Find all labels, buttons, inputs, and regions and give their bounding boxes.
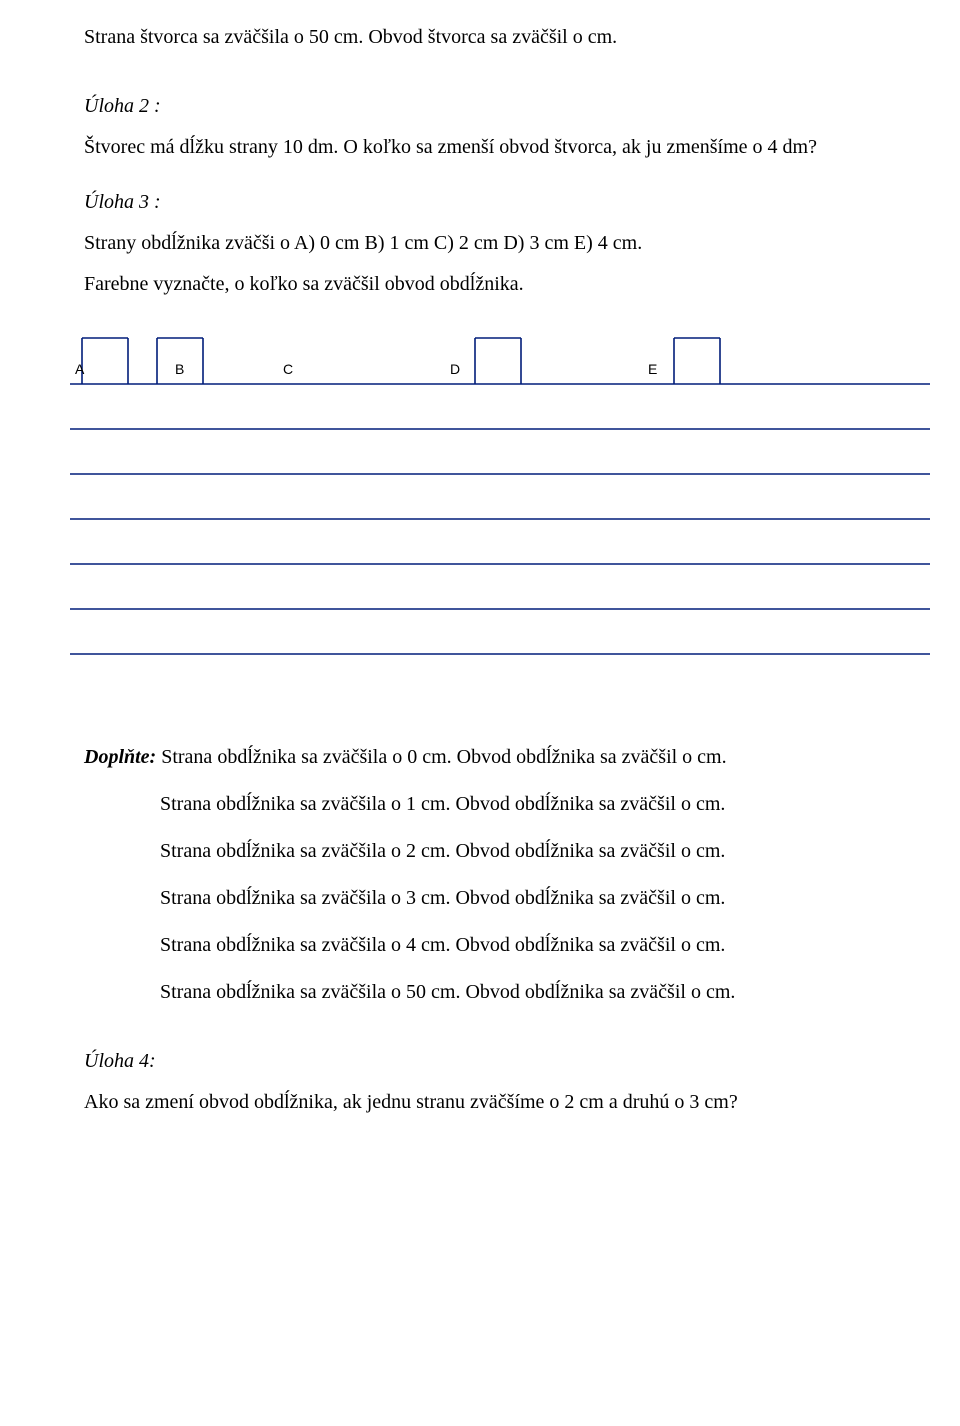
uloha3-line2: Farebne vyznačte, o koľko sa zväčšil obv… — [84, 271, 912, 298]
doplnte-text-0: Strana obdĺžnika sa zväčšila o 0 cm. Obv… — [161, 746, 726, 768]
uloha4-title: Úloha 4: — [84, 1048, 912, 1075]
uloha3-title: Úloha 3 : — [84, 189, 912, 216]
svg-text:B: B — [175, 361, 184, 377]
doplnte-row-3: Strana obdĺžnika sa zväčšila o 3 cm. Obv… — [84, 885, 912, 912]
uloha3-line1: Strany obdĺžnika zväčši o A) 0 cm B) 1 c… — [84, 230, 912, 257]
svg-text:A: A — [75, 361, 85, 377]
svg-text:D: D — [450, 361, 460, 377]
uloha2-title: Úloha 2 : — [84, 93, 912, 120]
doplnte-label: Doplňte: — [84, 746, 161, 768]
doplnte-row-0: Doplňte: Strana obdĺžnika sa zväčšila o … — [84, 744, 912, 771]
grid-svg: A B C D E — [70, 324, 930, 684]
uloha2-question: Štvorec má dĺžku strany 10 dm. O koľko s… — [84, 134, 912, 161]
doplnte-row-2: Strana obdĺžnika sa zväčšila o 2 cm. Obv… — [84, 838, 912, 865]
uloha4-question: Ako sa zmení obvod obdĺžnika, ak jednu s… — [84, 1089, 912, 1116]
doplnte-row-5: Strana obdĺžnika sa zväčšila o 50 cm. Ob… — [84, 979, 912, 1006]
intro-line: Strana štvorca sa zväčšila o 50 cm. Obvo… — [84, 24, 912, 51]
svg-text:E: E — [648, 361, 657, 377]
doplnte-row-1: Strana obdĺžnika sa zväčšila o 1 cm. Obv… — [84, 791, 912, 818]
doplnte-row-4: Strana obdĺžnika sa zväčšila o 4 cm. Obv… — [84, 932, 912, 959]
svg-text:C: C — [283, 361, 293, 377]
uloha3-grid: A B C D E — [70, 324, 930, 684]
